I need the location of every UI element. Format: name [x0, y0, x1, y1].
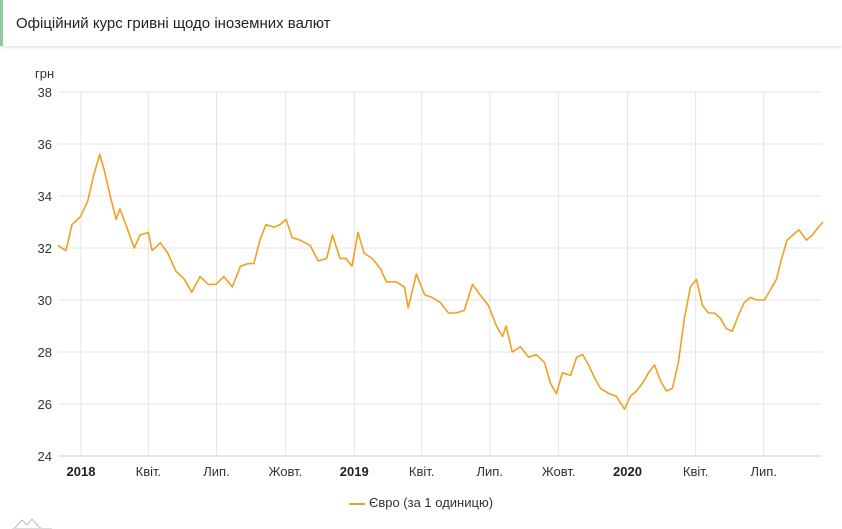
x-tick-label: Жовт. [268, 464, 302, 479]
series [57, 153, 824, 410]
chart-logo-icon [12, 518, 52, 529]
x-tick-label: Квіт. [683, 464, 709, 479]
chart-title: Офіційний курс гривні щодо іноземних вал… [16, 15, 331, 32]
legend[interactable]: Євро (за 1 одиницю) [0, 495, 842, 510]
y-tick-label: 24 [38, 449, 52, 464]
y-tick-label: 30 [38, 293, 52, 308]
series-line-euro [57, 153, 824, 410]
x-ticks: 2018 Квіт. Лип. Жовт. 2019 Квіт. Лип. Жовт. 2020… [67, 464, 777, 479]
legend-swatch [348, 502, 365, 505]
y-tick-label: 36 [38, 137, 52, 152]
y-tick-label: 26 [38, 397, 52, 412]
x-tick-label: Лип. [477, 464, 503, 479]
y-tick-label: 28 [38, 345, 52, 360]
x-tick-label: Квіт. [409, 464, 435, 479]
chart-header: Офіційний курс гривні щодо іноземних вал… [0, 0, 842, 46]
x-tick-label: Лип. [751, 464, 777, 479]
grid [58, 91, 822, 457]
x-tick-label: 2019 [340, 464, 369, 479]
x-tick-label: Квіт. [136, 464, 162, 479]
x-tick-label: 2018 [67, 464, 96, 479]
x-tick-label: 2020 [613, 464, 642, 479]
legend-label: Євро (за 1 одиницю) [368, 495, 494, 510]
y-ticks: 24 26 28 30 32 34 36 38 [38, 85, 52, 464]
x-tick-label: Жовт. [542, 464, 576, 479]
y-tick-label: 38 [38, 85, 52, 100]
y-axis-unit: грн [35, 66, 55, 81]
y-tick-label: 34 [38, 189, 52, 204]
y-tick-label: 32 [38, 241, 52, 256]
x-tick-label: Лип. [203, 464, 229, 479]
